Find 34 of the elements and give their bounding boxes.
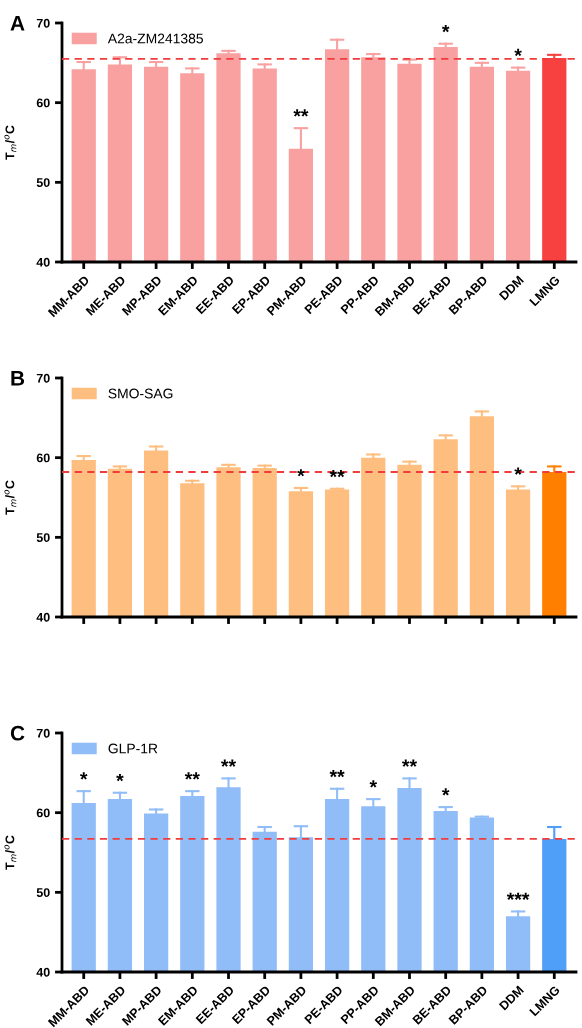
y-tick-label: 50 (36, 178, 50, 187)
y-tick-label: 60 (36, 98, 50, 108)
chart-title: C (10, 725, 25, 741)
y-tick-label: 70 (36, 18, 50, 28)
annotation: ** (221, 759, 237, 767)
annotation: * (297, 469, 305, 477)
y-tick-label: 70 (36, 728, 50, 738)
annotation: ** (401, 759, 418, 767)
annotation: * (441, 24, 450, 33)
annotation: ** (329, 769, 345, 778)
y-axis-title: T$_{m}$/$^{o}$C (4, 835, 17, 870)
y-tick-label: 40 (36, 257, 50, 267)
annotation: *** (506, 892, 530, 900)
annotation: * (441, 788, 450, 796)
annotation: ** (184, 772, 200, 780)
annotation: * (116, 773, 124, 782)
y-tick-label: 40 (36, 967, 50, 977)
y-tick-label: 60 (36, 453, 50, 463)
annotation: * (514, 48, 522, 57)
legend-label: GLP-1R (108, 743, 158, 754)
y-axis-title: T$_{m}$/$^{o}$C (4, 125, 17, 160)
y-tick-label: 50 (36, 533, 50, 542)
annotation: ** (293, 109, 309, 117)
y-tick-label: 70 (36, 373, 50, 383)
legend-label: A2a-ZM241385 (107, 33, 203, 44)
y-tick-label: 40 (36, 612, 50, 622)
annotation: * (79, 772, 88, 780)
annotation: * (369, 780, 378, 788)
chart-title: A (10, 16, 25, 31)
chart-title: B (11, 371, 25, 386)
y-axis-title: T$_{m}$/$^{o}$C (4, 480, 17, 515)
y-tick-label: 60 (36, 808, 50, 818)
legend-label: SMO-SAG (108, 388, 173, 399)
y-tick-label: 50 (36, 888, 50, 897)
